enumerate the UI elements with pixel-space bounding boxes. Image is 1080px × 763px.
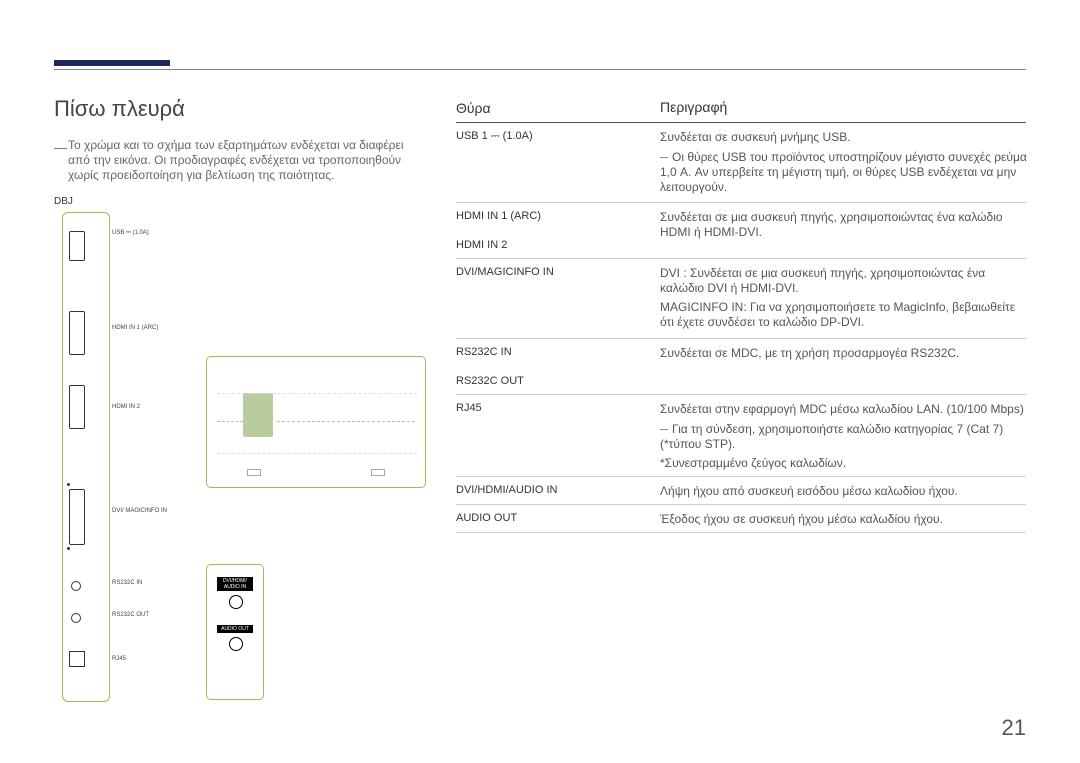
audio-in-label: DVI/HDMI/ AUDIO IN <box>217 577 253 591</box>
hdmi1-port-icon <box>69 311 85 355</box>
port-desc-dvi: DVI : Συνδέεται σε μια συσκευή πηγής, χρ… <box>660 266 1030 296</box>
port-subdesc-rj45a: Για τη σύνδεση, χρησιμοποιήστε καλώδιο κ… <box>660 422 1030 452</box>
audio-panel-diagram: DVI/HDMI/ AUDIO IN AUDIO OUT <box>206 564 264 700</box>
port-desc-magicinfo: MAGICINFO IN: Για να χρησιμοποιήσετε το … <box>660 300 1030 330</box>
guide-line <box>217 453 417 454</box>
usb-port-icon <box>69 231 85 261</box>
stand-mount-icon <box>371 469 385 476</box>
disclaimer-note: Το χρώμα και το σχήμα των εξαρτημάτων εν… <box>68 138 423 183</box>
display-back-diagram <box>206 356 426 488</box>
page-number: 21 <box>1002 715 1026 741</box>
note-dash: ― <box>54 140 67 155</box>
port-subdesc-rj45b: *Συνεστραμμένο ζεύγος καλωδίων. <box>660 456 1030 471</box>
screw-icon <box>67 547 70 550</box>
table-header-desc: Περιγραφή <box>660 100 1030 115</box>
table-rule-thin <box>456 532 1026 533</box>
port-name-audioout: AUDIO OUT <box>456 512 656 524</box>
panel-label-rsout: RS232C OUT <box>112 612 149 619</box>
port-name-dvimagic: DVI/MAGICINFO IN <box>456 266 656 278</box>
panel-label-usb: USB ⎓ (1.0A) <box>112 230 149 237</box>
port-name-rs232c-out: RS232C OUT <box>456 375 656 387</box>
table-rule-thin <box>456 504 1026 505</box>
rs232c-in-icon <box>71 581 81 591</box>
panel-highlight <box>243 393 273 437</box>
stand-mount-icon <box>247 469 261 476</box>
rear-panel-diagram <box>62 212 110 702</box>
rs232c-out-icon <box>71 613 81 623</box>
port-name-hdmi1: HDMI IN 1 (ARC) <box>456 210 656 222</box>
table-rule-thin <box>456 476 1026 477</box>
panel-label-hdmi1: HDMI IN 1 (ARC) <box>112 325 158 332</box>
guide-line <box>217 393 417 394</box>
top-rule <box>54 69 1026 70</box>
audio-out-label: AUDIO OUT <box>217 625 253 633</box>
guide-line <box>277 421 415 422</box>
panel-label-hdmi2: HDMI IN 2 <box>112 404 140 411</box>
guide-line <box>217 421 243 422</box>
model-label: DBJ <box>54 196 73 207</box>
panel-label-rj45: RJ45 <box>112 656 126 663</box>
hdmi2-port-icon <box>69 385 85 429</box>
table-rule <box>456 122 1026 123</box>
port-desc-hdmi: Συνδέεται σε μια συσκευή πηγής, χρησιμοπ… <box>660 210 1030 240</box>
port-desc-audioout: Έξοδος ήχου σε συσκευή ήχου μέσω καλωδίο… <box>660 512 1030 527</box>
port-name-rs232c-in: RS232C IN <box>456 346 656 358</box>
port-desc-rs232c: Συνδέεται σε MDC, με τη χρήση προσαρμογέ… <box>660 346 1030 361</box>
panel-label-rsin: RS232C IN <box>112 580 142 587</box>
table-header-port: Θύρα <box>456 100 656 116</box>
accent-band <box>54 60 170 66</box>
port-name-usb: USB 1 ⎓ (1.0A) <box>456 130 656 143</box>
port-name-hdmi2: HDMI IN 2 <box>456 239 656 251</box>
audio-in-jack-icon <box>229 595 243 609</box>
port-desc-usb: Συνδέεται σε συσκευή μνήμης USB. <box>660 130 1030 145</box>
table-rule-thin <box>456 258 1026 259</box>
port-desc-rj45: Συνδέεται στην εφαρμογή MDC μέσω καλωδίο… <box>660 402 1030 417</box>
port-name-rj45: RJ45 <box>456 402 656 414</box>
port-desc-audioin: Λήψη ήχου από συσκευή εισόδου μέσω καλωδ… <box>660 484 1030 499</box>
panel-label-dvi: DVI/ MAGICINFO IN <box>112 508 167 515</box>
rj45-port-icon <box>69 651 85 667</box>
audio-out-jack-icon <box>229 637 243 651</box>
port-name-audioin: DVI/HDMI/AUDIO IN <box>456 484 656 496</box>
dvi-port-icon <box>69 489 85 545</box>
screw-icon <box>67 483 70 486</box>
table-rule-thin <box>456 394 1026 395</box>
table-rule-thin <box>456 338 1026 339</box>
table-rule-thin <box>456 202 1026 203</box>
port-subdesc-usb: Οι θύρες USB του προϊόντος υποστηρίζουν … <box>660 150 1030 195</box>
page-title: Πίσω πλευρά <box>54 96 185 122</box>
